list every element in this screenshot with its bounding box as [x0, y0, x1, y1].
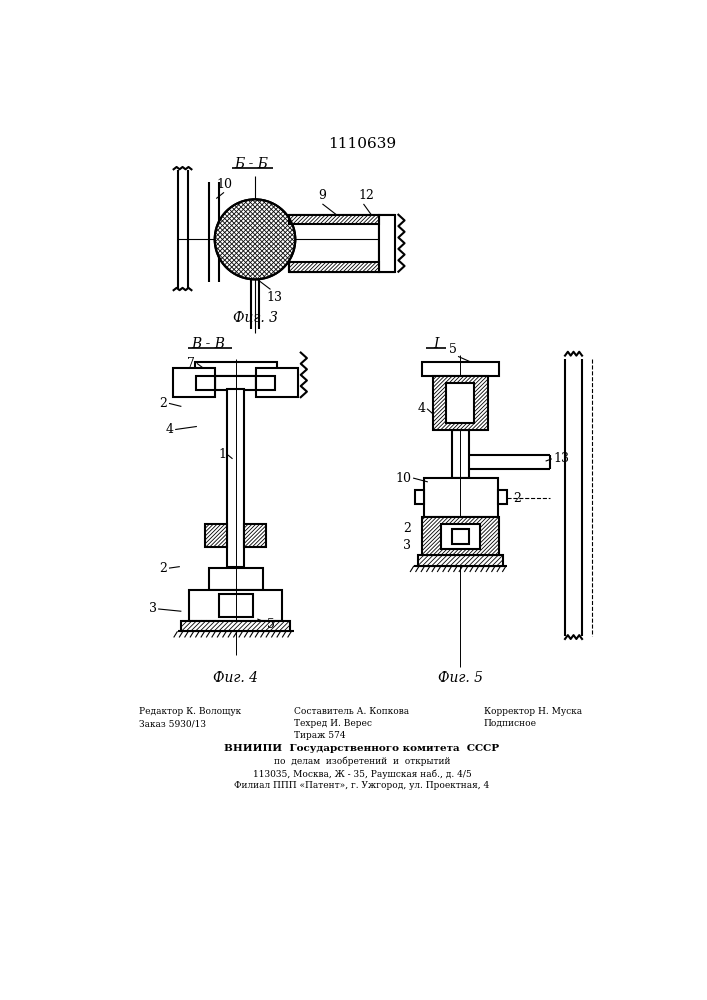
Bar: [418, 555, 503, 566]
Text: Заказ 5930/13: Заказ 5930/13: [139, 719, 206, 728]
Bar: [206, 524, 227, 547]
Bar: [244, 524, 266, 547]
Text: Составитель А. Копкова: Составитель А. Копкова: [293, 707, 409, 716]
Text: 3: 3: [403, 539, 411, 552]
Bar: [173, 368, 216, 397]
Bar: [424, 478, 498, 517]
Text: Техред И. Верес: Техред И. Верес: [293, 719, 372, 728]
Text: 1110639: 1110639: [328, 137, 396, 151]
Bar: [216, 376, 256, 389]
Text: 5: 5: [267, 618, 274, 631]
Bar: [289, 215, 379, 224]
Text: 4: 4: [165, 423, 174, 436]
Text: I: I: [433, 337, 438, 351]
Text: Редактор К. Волощук: Редактор К. Волощук: [139, 707, 241, 716]
Bar: [433, 376, 488, 430]
Bar: [227, 389, 244, 567]
Text: 2: 2: [160, 562, 168, 575]
Text: 3: 3: [148, 602, 156, 615]
Text: Тираж 574: Тираж 574: [293, 731, 346, 740]
Bar: [289, 262, 379, 272]
Text: 2: 2: [513, 492, 521, 505]
Text: 2: 2: [403, 522, 411, 535]
Bar: [452, 430, 469, 478]
Bar: [256, 368, 298, 397]
Circle shape: [215, 199, 296, 279]
Text: 9: 9: [317, 189, 326, 202]
Text: Корректор Н. Муска: Корректор Н. Муска: [484, 707, 582, 716]
Bar: [218, 594, 253, 617]
Bar: [182, 620, 290, 631]
Bar: [379, 215, 395, 272]
Bar: [209, 568, 263, 590]
Text: 2: 2: [160, 397, 168, 410]
Text: 13: 13: [554, 452, 569, 465]
Text: 1: 1: [218, 448, 226, 461]
Bar: [498, 490, 507, 504]
Text: 7: 7: [187, 357, 195, 370]
Text: по  делам  изобретений  и  открытий: по делам изобретений и открытий: [274, 757, 450, 766]
Text: 12: 12: [358, 189, 374, 202]
Text: 5: 5: [449, 343, 457, 356]
Bar: [189, 590, 282, 620]
Text: 13: 13: [267, 291, 283, 304]
Text: Фиг. 4: Фиг. 4: [213, 671, 258, 685]
Text: В - В: В - В: [192, 337, 226, 351]
Text: Фиг. 3: Фиг. 3: [233, 311, 278, 325]
Bar: [196, 376, 216, 389]
Bar: [256, 376, 275, 389]
Bar: [414, 490, 424, 504]
Bar: [452, 529, 469, 544]
Text: 10: 10: [395, 472, 411, 485]
Bar: [195, 362, 276, 376]
Bar: [421, 517, 499, 555]
Text: ВНИИПИ  Государственного комитета  СССР: ВНИИПИ Государственного комитета СССР: [224, 744, 500, 753]
Bar: [441, 524, 480, 549]
Text: Подписное: Подписное: [484, 719, 537, 728]
Text: 4: 4: [418, 402, 426, 415]
Text: Фиг. 5: Фиг. 5: [438, 671, 483, 685]
Bar: [446, 383, 474, 423]
Text: Филиал ППП «Патент», г. Ужгород, ул. Проектная, 4: Филиал ППП «Патент», г. Ужгород, ул. Про…: [234, 781, 489, 790]
Bar: [421, 362, 499, 376]
Text: Б - Б: Б - Б: [234, 157, 268, 171]
Text: 10: 10: [216, 178, 233, 191]
Text: 113035, Москва, Ж - 35, Раушская наб., д. 4/5: 113035, Москва, Ж - 35, Раушская наб., д…: [252, 769, 472, 779]
